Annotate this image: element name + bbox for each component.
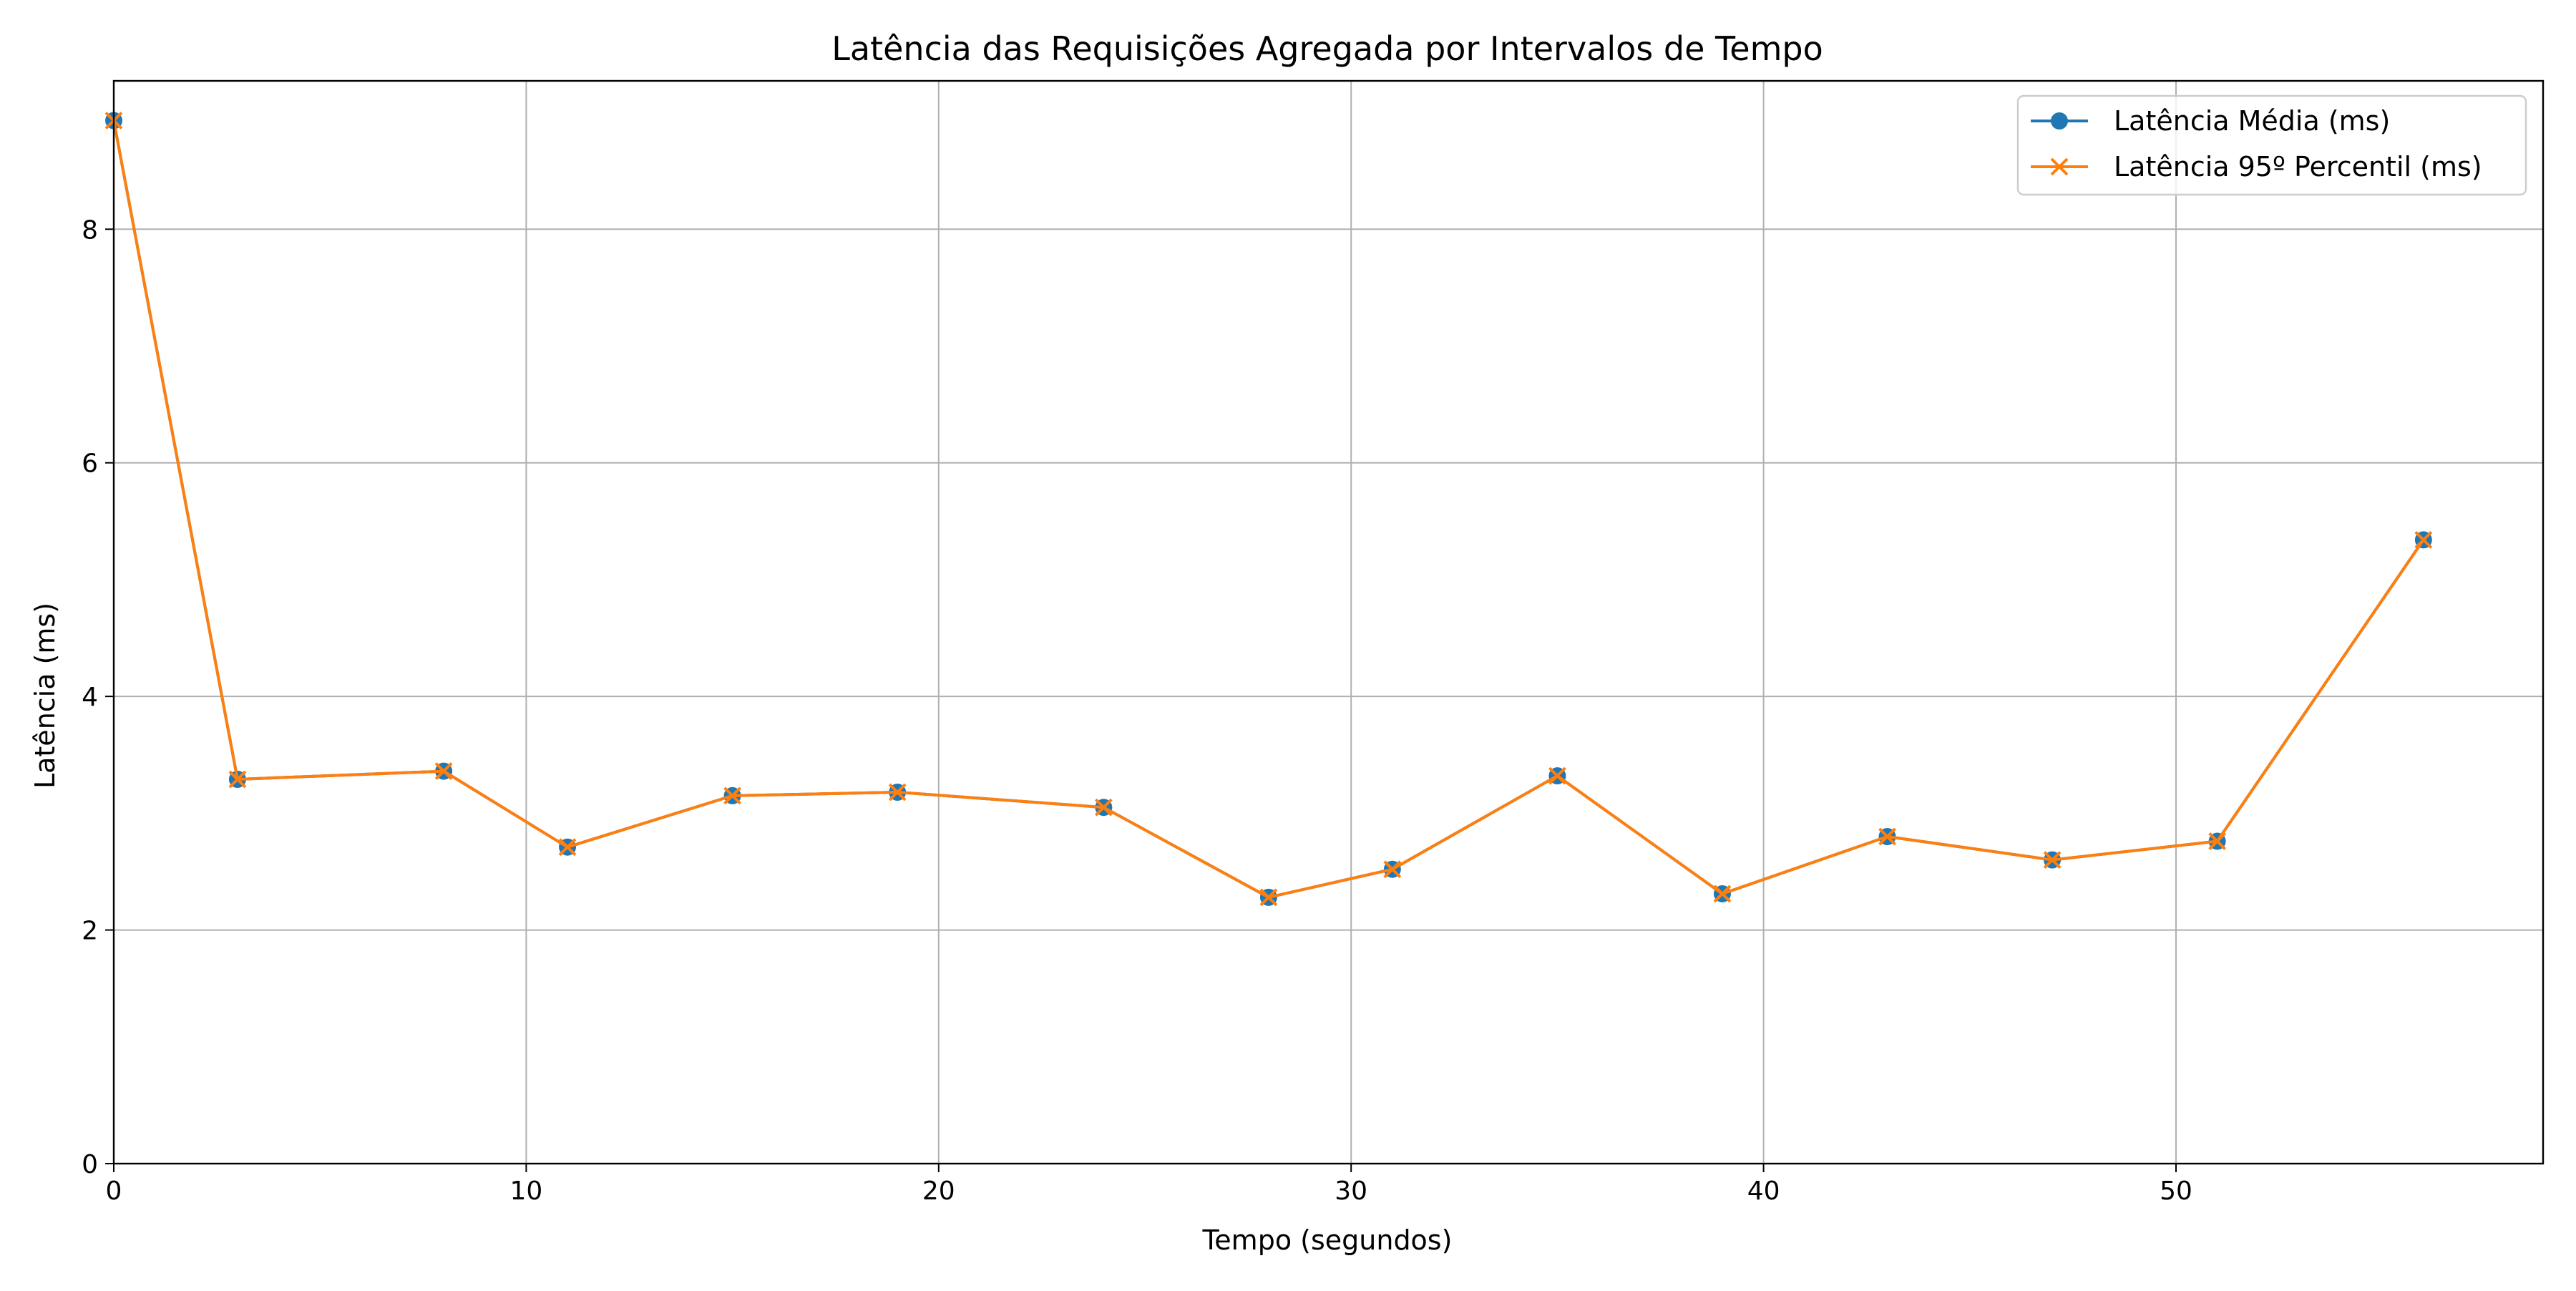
data-point-p95 <box>1094 798 1113 817</box>
data-point-p95 <box>2208 832 2227 850</box>
x-tick-label: 20 <box>922 1176 955 1206</box>
data-point-p95 <box>1713 885 1732 903</box>
x-marker-stroke <box>2043 851 2062 869</box>
y-tick-label: 4 <box>82 683 98 712</box>
data-point-p95 <box>2043 851 2062 869</box>
x-marker-stroke <box>888 783 907 802</box>
data-point-p95 <box>1259 888 1278 907</box>
data-point-p95 <box>434 762 453 781</box>
x-tick-label: 0 <box>106 1176 122 1206</box>
legend-box <box>2016 94 2527 196</box>
y-tick-label: 8 <box>82 215 98 245</box>
data-point-p95 <box>1383 860 1402 879</box>
x-marker-stroke <box>228 770 247 789</box>
y-tick-label: 0 <box>82 1150 98 1179</box>
x-tick-label: 50 <box>2160 1176 2192 1206</box>
data-point-p95 <box>723 786 742 805</box>
x-marker-stroke <box>2208 832 2227 850</box>
x-marker-stroke <box>723 786 742 805</box>
x-marker-stroke <box>1878 827 1896 846</box>
x-tick-label: 30 <box>1335 1176 1367 1206</box>
data-point-p95 <box>228 770 247 789</box>
data-point-p95 <box>888 783 907 802</box>
data-point-p95 <box>558 838 577 857</box>
data-point-p95 <box>1878 827 1896 846</box>
x-marker-stroke <box>1094 798 1113 817</box>
axis-ticks: 0 10 20 30 40 50 0 2 4 6 8 <box>82 215 2192 1206</box>
data-point-p95 <box>1548 766 1566 785</box>
x-marker-stroke <box>2050 157 2069 176</box>
x-tick-label: 40 <box>1747 1176 1780 1206</box>
x-axis-label: Tempo (segundos) <box>1202 1224 1453 1256</box>
chart-title: Latência das Requisições Agregada por In… <box>831 29 1823 68</box>
y-tick-label: 6 <box>82 449 98 479</box>
legend-x-marker <box>2050 157 2069 176</box>
x-marker-stroke <box>558 838 577 857</box>
legend: Latência Média (ms) Latência 95º Percent… <box>2016 94 2527 196</box>
x-marker-stroke <box>1259 888 1278 907</box>
x-marker-stroke <box>2414 531 2433 549</box>
series-group <box>104 112 2433 907</box>
y-axis-label: Latência (ms) <box>29 603 61 789</box>
legend-marker-mean <box>2051 112 2068 130</box>
x-marker-stroke <box>1548 766 1566 785</box>
data-point-p95 <box>2414 531 2433 549</box>
x-marker-stroke <box>434 762 453 781</box>
y-tick-label: 2 <box>82 917 98 946</box>
plot-frame <box>112 79 2545 1165</box>
x-marker-stroke <box>1713 885 1732 903</box>
legend-label-p95: Latência 95º Percentil (ms) <box>2114 151 2482 182</box>
legend-label-mean: Latência Média (ms) <box>2114 105 2390 137</box>
legend-marker-p95 <box>2050 157 2069 176</box>
x-marker-stroke <box>1383 860 1402 879</box>
x-tick-label: 10 <box>509 1176 542 1206</box>
